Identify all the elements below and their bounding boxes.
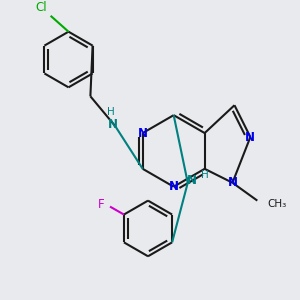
Text: N: N <box>169 180 179 193</box>
Text: N: N <box>245 130 255 143</box>
Text: N: N <box>187 174 197 187</box>
Text: N: N <box>138 127 148 140</box>
Text: N: N <box>227 176 238 189</box>
Text: CH₃: CH₃ <box>267 199 286 208</box>
Text: H: H <box>107 107 115 117</box>
Text: N: N <box>108 118 118 130</box>
Text: H: H <box>201 170 208 180</box>
Text: Cl: Cl <box>35 1 46 14</box>
Text: F: F <box>98 198 104 211</box>
